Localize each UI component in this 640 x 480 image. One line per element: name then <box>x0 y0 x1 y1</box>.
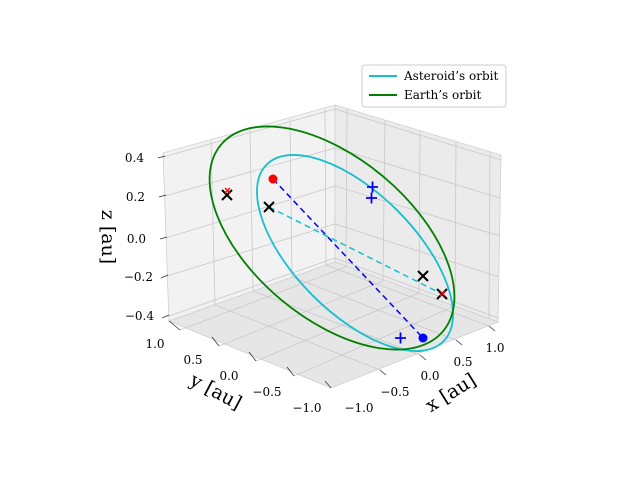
asteroid-orbit <box>256 154 454 352</box>
x-tick-mark <box>455 339 463 346</box>
x-tick-mark <box>419 354 427 361</box>
z-tick-label: 0.2 <box>126 190 145 204</box>
x-tick-label: 1.0 <box>485 341 504 355</box>
grid-y-vertical <box>289 118 293 278</box>
red-cross-marker <box>439 290 446 297</box>
z-tick-label: −0.4 <box>125 309 155 323</box>
grid-y-vertical <box>249 129 254 292</box>
legend-box <box>361 64 507 108</box>
grid-x-vertical <box>382 119 386 282</box>
y-tick-label: 1.0 <box>145 337 164 351</box>
floor-pane <box>167 261 500 389</box>
grid-z-right <box>334 108 502 161</box>
y-tick-mark <box>286 366 295 377</box>
legend-label-earth: Earth’s orbit <box>404 88 481 102</box>
z-tick-label: 0.4 <box>125 151 144 165</box>
z-tick-mark <box>161 314 170 319</box>
black-cross-marker <box>221 189 233 201</box>
x-tick-label: −0.5 <box>380 385 409 399</box>
blue-connector-line <box>272 178 424 339</box>
earth-orbit-ellipse <box>208 125 456 351</box>
z-tick-mark <box>160 274 169 279</box>
grid-y-vertical <box>324 108 327 266</box>
cyan-connector-line <box>268 206 443 295</box>
grid-x-vertical <box>418 130 421 294</box>
x-tick-label: 0.0 <box>420 369 439 383</box>
black-cross-marker <box>417 270 429 282</box>
y-tick-mark <box>168 320 181 331</box>
grid-z-right <box>334 257 499 319</box>
blue-point-marker <box>418 333 428 343</box>
grid-y-vertical <box>210 140 216 306</box>
y-tick-label: −0.5 <box>252 385 281 399</box>
y-tick-label: −1.0 <box>292 401 321 415</box>
y-tick-mark <box>211 336 220 347</box>
grid-z-left <box>162 108 336 158</box>
red-point-marker <box>268 174 278 184</box>
grid-floor-y <box>252 290 421 356</box>
y-tick-label: 0.0 <box>219 369 238 383</box>
grid-floor-y <box>214 304 381 371</box>
grid-floor-y <box>325 264 490 327</box>
red-cross-marker <box>224 187 231 194</box>
tick-marks <box>157 155 496 389</box>
gridlines <box>162 108 502 377</box>
grid-z-right <box>334 223 500 278</box>
grid-z-left <box>168 257 336 317</box>
y-tick-label: 0.5 <box>183 353 202 367</box>
z-tick-mark <box>159 236 168 240</box>
grid-floor-x <box>218 280 384 347</box>
grid-x-vertical <box>345 108 348 268</box>
grid-z-right <box>334 147 501 199</box>
blue-plus-marker <box>366 192 377 204</box>
z-tick-label: −0.2 <box>124 270 153 284</box>
legend-label-asteroid: Asteroid’s orbit <box>403 69 498 83</box>
grid-z-left <box>165 185 336 239</box>
blue-plus-marker <box>367 181 378 193</box>
z-tick-mark <box>157 155 166 159</box>
earth-orbit <box>208 125 456 351</box>
grid-x-vertical <box>454 140 457 307</box>
grid-floor-x <box>179 266 347 331</box>
asteroid-orbit-ellipse <box>256 154 454 352</box>
blue-plus-marker <box>395 332 406 344</box>
x-tick-mark <box>379 369 387 376</box>
black-cross-marker <box>263 201 275 213</box>
legend: Asteroid’s orbit Earth’s orbit <box>361 64 507 108</box>
z-axis-label: z [au] <box>97 210 119 264</box>
z-tick-mark <box>158 194 167 198</box>
x-tick-label: 0.5 <box>453 355 472 369</box>
grid-z-left <box>166 223 336 277</box>
z-tick-label: 0.0 <box>127 232 146 246</box>
y-tick-mark <box>324 380 332 389</box>
grid-floor-y <box>291 276 457 341</box>
x-tick-mark <box>488 325 496 332</box>
y-tick-mark <box>248 351 257 362</box>
x-tick-label: −1.0 <box>344 401 373 415</box>
grid-x-vertical <box>488 151 491 319</box>
